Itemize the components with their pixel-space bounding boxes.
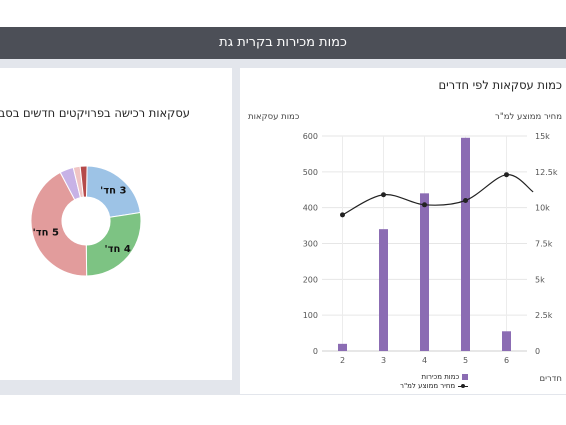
chart-legend: כמות מכירות מחיר ממוצע למ"ר [400, 372, 469, 390]
price-point [504, 172, 509, 178]
left-tick-label: 500 [303, 168, 318, 177]
right-tick-label: 5k [535, 275, 545, 284]
right-tick-label: 12.5k [535, 168, 558, 177]
x-tick-label: 5 [463, 356, 468, 365]
x-tick-label: 6 [504, 356, 509, 365]
x-tick-label: 3 [381, 356, 386, 365]
legend-bar-swatch [462, 373, 469, 380]
right-tick-label: 10k [535, 204, 550, 213]
page-title: כמות מכירות בקרית גת [219, 35, 347, 50]
price-point [463, 198, 468, 203]
price-line [342, 174, 534, 216]
right-tick-label: 7.5k [535, 240, 553, 249]
bar [420, 193, 429, 351]
donut-slice-label: 5 חד' [33, 227, 59, 238]
left-axis-title: כמות עסקאות [248, 112, 300, 122]
donut-slice-label: 3 חד' [100, 186, 126, 197]
legend-line-label: מחיר ממוצע למ"ר [400, 381, 456, 390]
bar-chart-panel: כמות עסקאות לפי חדרים כמות עסקאות מחיר מ… [240, 68, 566, 394]
bar [461, 137, 470, 351]
donut-slice [79, 165, 88, 198]
bar [502, 331, 511, 351]
x-axis-title: חדרים [539, 374, 562, 384]
right-tick-label: 15k [535, 132, 550, 141]
price-point [422, 202, 427, 208]
x-tick-label: 2 [340, 356, 345, 365]
header-bar: כמות מכירות בקרית גת [0, 27, 566, 59]
donut-chart: 3 חד' 4 חד' 5 חד' [30, 165, 142, 277]
left-tick-label: 200 [303, 275, 318, 284]
legend-item-price[interactable]: מחיר ממוצע למ"ר [400, 381, 469, 390]
left-tick-label: 300 [303, 240, 318, 249]
donut-slice-label: 4 חד' [105, 244, 131, 255]
legend-bar-label: כמות מכירות [421, 372, 460, 381]
left-tick-label: 600 [303, 132, 318, 141]
price-point [381, 192, 386, 198]
donut-slice [30, 171, 88, 277]
left-tick-label: 400 [303, 204, 318, 213]
price-point [340, 212, 345, 218]
legend-line-swatch [458, 383, 469, 389]
bar [379, 229, 388, 351]
left-tick-label: 0 [313, 347, 318, 356]
right-axis-title: מחיר ממוצע למ"ר [495, 112, 562, 122]
x-tick-label: 4 [422, 356, 427, 365]
donut-chart-title: עסקאות רכישה בפרויקטים חדשים בסביבה [0, 106, 190, 120]
bar [338, 343, 347, 351]
legend-item-sales[interactable]: כמות מכירות [400, 372, 469, 381]
right-tick-label: 0 [535, 347, 540, 356]
donut-slice [85, 211, 142, 277]
left-tick-label: 100 [303, 311, 318, 320]
right-tick-label: 2.5k [535, 311, 553, 320]
donut-chart-panel: עסקאות רכישה בפרויקטים חדשים בסביבה 3 חד… [0, 68, 232, 380]
bar-chart-title: כמות עסקאות לפי חדרים [438, 78, 562, 92]
